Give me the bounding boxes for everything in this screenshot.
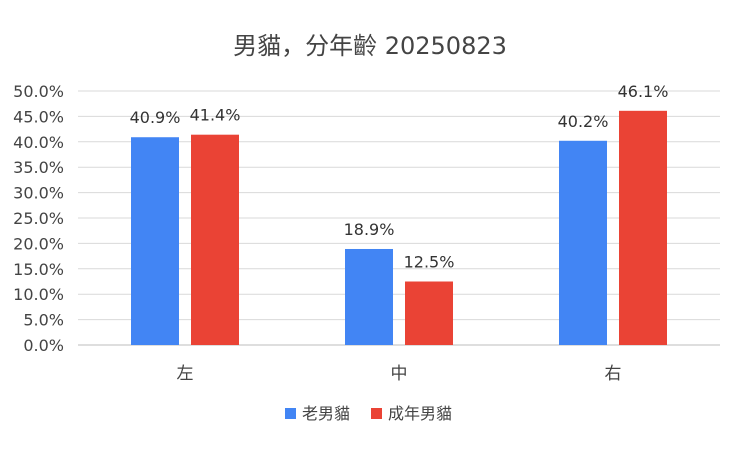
y-tick-label: 45.0%	[13, 107, 64, 126]
chart-title: 男貓，分年齡 20250823	[233, 32, 507, 60]
bar	[131, 137, 179, 345]
legend-label: 成年男貓	[388, 404, 452, 423]
y-tick-label: 20.0%	[13, 234, 64, 253]
y-tick-label: 40.0%	[13, 133, 64, 152]
bar	[405, 281, 453, 345]
data-label: 12.5%	[404, 253, 455, 272]
data-label: 40.2%	[558, 112, 609, 131]
data-label: 18.9%	[344, 220, 395, 239]
bar	[619, 110, 667, 345]
y-tick-label: 15.0%	[13, 260, 64, 279]
y-tick-label: 10.0%	[13, 285, 64, 304]
x-tick-label: 中	[391, 364, 408, 384]
y-tick-label: 30.0%	[13, 184, 64, 203]
legend-swatch	[285, 408, 296, 419]
x-tick-label: 右	[605, 364, 622, 384]
y-tick-label: 5.0%	[23, 311, 64, 330]
data-label: 40.9%	[130, 108, 181, 127]
legend-swatch	[371, 408, 382, 419]
data-label: 41.4%	[190, 106, 241, 125]
y-tick-label: 35.0%	[13, 158, 64, 177]
bar	[345, 248, 393, 345]
y-tick-label: 50.0%	[13, 82, 64, 101]
bar	[191, 134, 239, 345]
legend-label: 老男貓	[302, 404, 350, 423]
data-label: 46.1%	[618, 82, 669, 101]
y-tick-label: 25.0%	[13, 209, 64, 228]
x-tick-label: 左	[177, 364, 194, 384]
y-tick-label: 0.0%	[23, 336, 64, 355]
bar	[559, 140, 607, 345]
